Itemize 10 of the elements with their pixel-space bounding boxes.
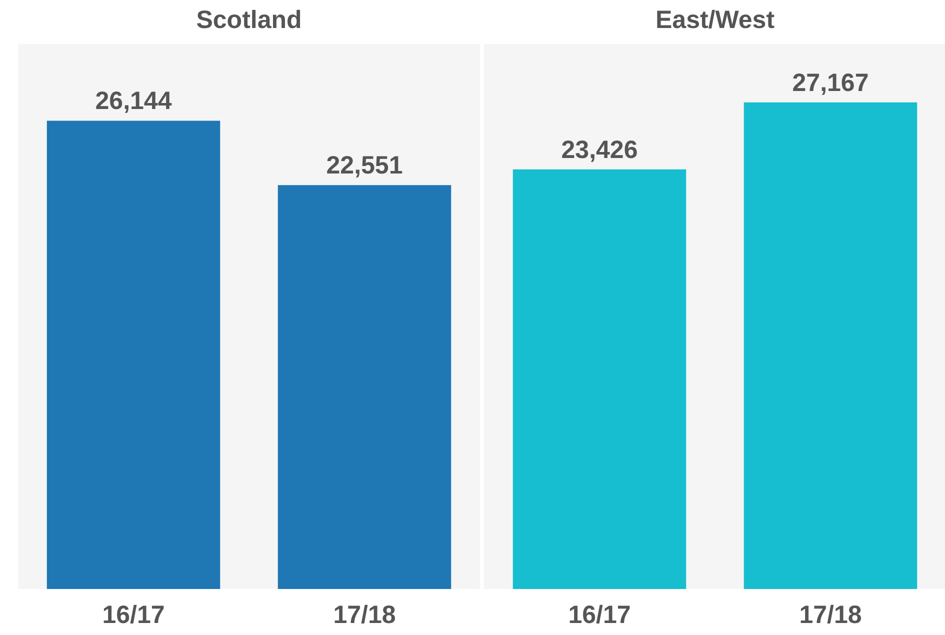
data-label: 23,426: [561, 136, 638, 164]
x-tick-label: 16/17: [102, 600, 165, 629]
data-label: 27,167: [792, 68, 869, 97]
data-label: 26,144: [95, 87, 172, 116]
chart-title: Scotland: [196, 6, 302, 34]
x-tick-label: 17/18: [799, 600, 862, 629]
x-tick-label: 16/17: [568, 600, 631, 629]
x-tick-label: 17/18: [333, 600, 396, 629]
data-label: 22,551: [326, 151, 403, 180]
chart-title: East/West: [655, 6, 776, 34]
